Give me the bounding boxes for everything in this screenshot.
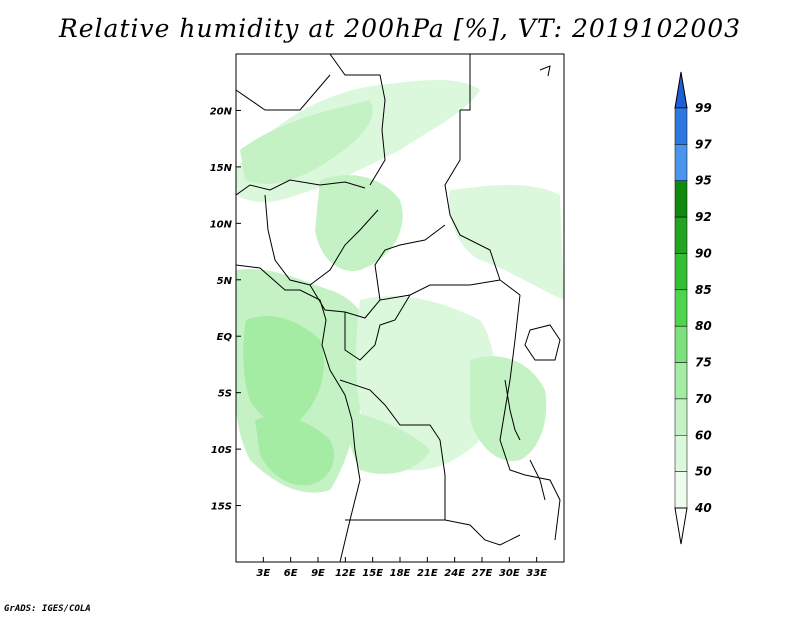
- humidity-central-north: [315, 175, 403, 271]
- lake-malawi: [529, 459, 546, 501]
- lon-tick-label: 24E: [444, 568, 465, 579]
- lon-tick-label: 18E: [390, 568, 411, 579]
- lon-tick-label: 15E: [362, 568, 383, 579]
- border-angola: [444, 475, 521, 546]
- border-algeria-niger: [236, 74, 331, 111]
- colorbar-swatch: [674, 289, 688, 327]
- colorbar-bottom-arrow: [674, 507, 688, 545]
- humidity-east-south: [470, 356, 547, 461]
- humidity-west-core: [243, 316, 324, 424]
- border-egypt-sudan: [460, 54, 471, 111]
- colorbar-swatch: [674, 325, 688, 363]
- humidity-east-patch: [449, 185, 564, 300]
- lon-tick-label: 21E: [417, 568, 438, 579]
- border-car: [379, 279, 501, 301]
- colorbar-top-arrow: [674, 71, 688, 109]
- lat-tick-label: EQ: [217, 332, 233, 343]
- lat-tick-label: 10N: [210, 219, 233, 230]
- humidity-lower-center: [348, 410, 430, 474]
- border-drc-east: [499, 294, 526, 476]
- humidity-band-northwest: [240, 100, 373, 184]
- grads-credit: GrADS: IGES/COLA: [4, 604, 91, 614]
- border-cameroon: [309, 224, 446, 319]
- colorbar-label: 70: [695, 392, 712, 406]
- lat-tick-label: 15N: [210, 163, 233, 174]
- colorbar-label: 92: [695, 210, 712, 224]
- lat-tick-label: 15S: [211, 502, 232, 513]
- colorbar-label: 75: [695, 356, 712, 370]
- colorbar-label: 50: [695, 465, 712, 479]
- border-congo: [344, 294, 411, 361]
- lake-victoria: [524, 324, 561, 361]
- lat-tick-label: 10S: [211, 445, 232, 456]
- lon-tick-label: 6E: [284, 568, 298, 579]
- border-chad-sudan: [444, 110, 521, 296]
- border-niger-south: [236, 179, 366, 196]
- lon-tick-label: 30E: [499, 568, 520, 579]
- colorbar-swatch: [674, 362, 688, 400]
- coast-red-sea: [539, 65, 551, 77]
- border-zambia-mozambique: [524, 474, 561, 541]
- lon-tick-label: 3E: [256, 568, 270, 579]
- border-drc-west: [339, 379, 446, 476]
- border-libya-niger-chad: [329, 54, 386, 186]
- colorbar-label: 40: [694, 501, 712, 515]
- colorbar-swatch: [674, 398, 688, 436]
- colorbar: 99 97 95 92 90 85 80 75 70 60 50 40: [674, 71, 712, 545]
- lon-tick-label: 12E: [335, 568, 356, 579]
- coast-west-africa: [236, 264, 361, 562]
- lon-tick-label: 33E: [526, 568, 547, 579]
- lake-tanganyika: [504, 379, 521, 441]
- colorbar-label: 90: [695, 246, 712, 260]
- humidity-southwest: [255, 416, 334, 486]
- lat-tick-label: 20N: [210, 106, 233, 117]
- longitude-ticks: 3E 6E 9E 12E 15E 18E 21E 24E 27E 30E 33E: [256, 557, 547, 579]
- colorbar-swatch: [674, 107, 688, 145]
- country-borders: [236, 54, 561, 562]
- colorbar-swatch: [674, 471, 688, 509]
- lon-tick-label: 9E: [311, 568, 325, 579]
- lon-tick-label: 27E: [472, 568, 493, 579]
- humidity-field: [236, 80, 564, 493]
- colorbar-label: 60: [695, 428, 712, 442]
- colorbar-label: 80: [695, 319, 712, 333]
- colorbar-swatch: [674, 180, 688, 218]
- colorbar-label: 95: [695, 174, 712, 188]
- colorbar-swatch: [674, 253, 688, 291]
- colorbar-swatch: [674, 144, 688, 181]
- latitude-ticks: 20N 15N 10N 5N EQ 5S 10S 15S: [210, 106, 241, 513]
- colorbar-swatch: [674, 435, 688, 472]
- lat-tick-label: 5S: [218, 389, 232, 400]
- colorbar-label: 99: [695, 101, 712, 115]
- colorbar-label: 97: [695, 137, 712, 151]
- lat-tick-label: 5N: [217, 276, 233, 287]
- colorbar-label: 85: [695, 283, 712, 297]
- map-title: Relative humidity at 200hPa [%], VT: 201…: [58, 14, 742, 43]
- colorbar-swatch: [674, 216, 688, 254]
